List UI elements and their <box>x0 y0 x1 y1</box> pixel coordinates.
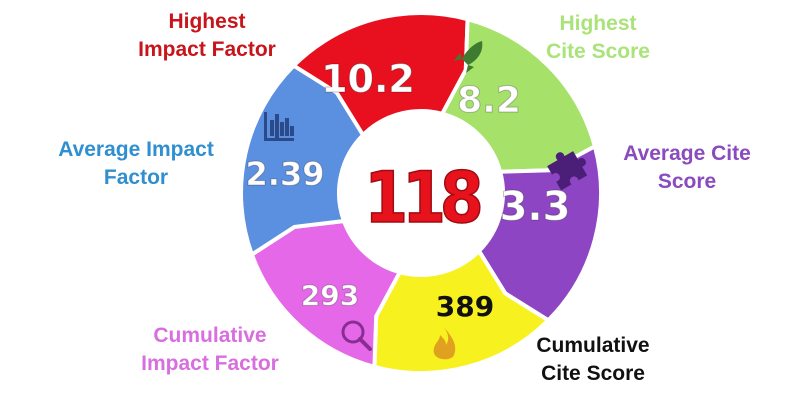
cumulative-cite-score-label-line: Cite Score <box>541 362 645 385</box>
average-cite-score-value: 3.3 <box>500 184 571 230</box>
flame-icon <box>433 327 456 360</box>
magnifier-icon <box>341 320 372 351</box>
cumulative-impact-factor-label: Cumulative Impact Factor <box>124 322 296 378</box>
cumulative-impact-factor-value: 293 <box>301 279 359 312</box>
cumulative-impact-factor-label-line: Impact Factor <box>141 352 279 375</box>
wheel-center-circle <box>339 111 503 275</box>
cumulative-cite-score-value: 389 <box>436 290 494 323</box>
bar-chart-icon <box>264 112 294 141</box>
highest-impact-factor-value: 10.2 <box>321 57 415 101</box>
highest-impact-factor-label-line: Highest <box>168 10 246 33</box>
rocket-icon <box>452 41 483 73</box>
cumulative-impact-factor-label-line: Cumulative <box>153 324 267 347</box>
average-cite-score-label: Average Cite Score <box>606 140 768 196</box>
cumulative-cite-score-label: Cumulative Cite Score <box>518 332 668 388</box>
highest-cite-score-value: 8.2 <box>457 80 521 121</box>
highest-impact-factor-label: Highest Impact Factor <box>122 8 292 64</box>
average-impact-factor-label: Average Impact Factor <box>38 136 234 192</box>
average-impact-factor-label-line: Average Impact <box>58 138 214 161</box>
average-impact-factor-value: 2.39 <box>246 155 325 193</box>
center-total-value: 118 <box>364 157 480 239</box>
highest-cite-score-label-line: Cite Score <box>546 40 650 63</box>
puzzle-icon <box>547 151 588 191</box>
highest-impact-factor-label-line: Impact Factor <box>138 38 276 61</box>
average-impact-factor-label-line: Factor <box>103 166 169 189</box>
highest-cite-score-label: Highest Cite Score <box>528 10 668 66</box>
average-cite-score-label-line: Average Cite <box>623 142 751 165</box>
cumulative-cite-score-label-line: Cumulative <box>536 334 650 357</box>
average-cite-score-label-line: Score <box>657 170 717 193</box>
highest-cite-score-label-line: Highest <box>559 12 637 35</box>
